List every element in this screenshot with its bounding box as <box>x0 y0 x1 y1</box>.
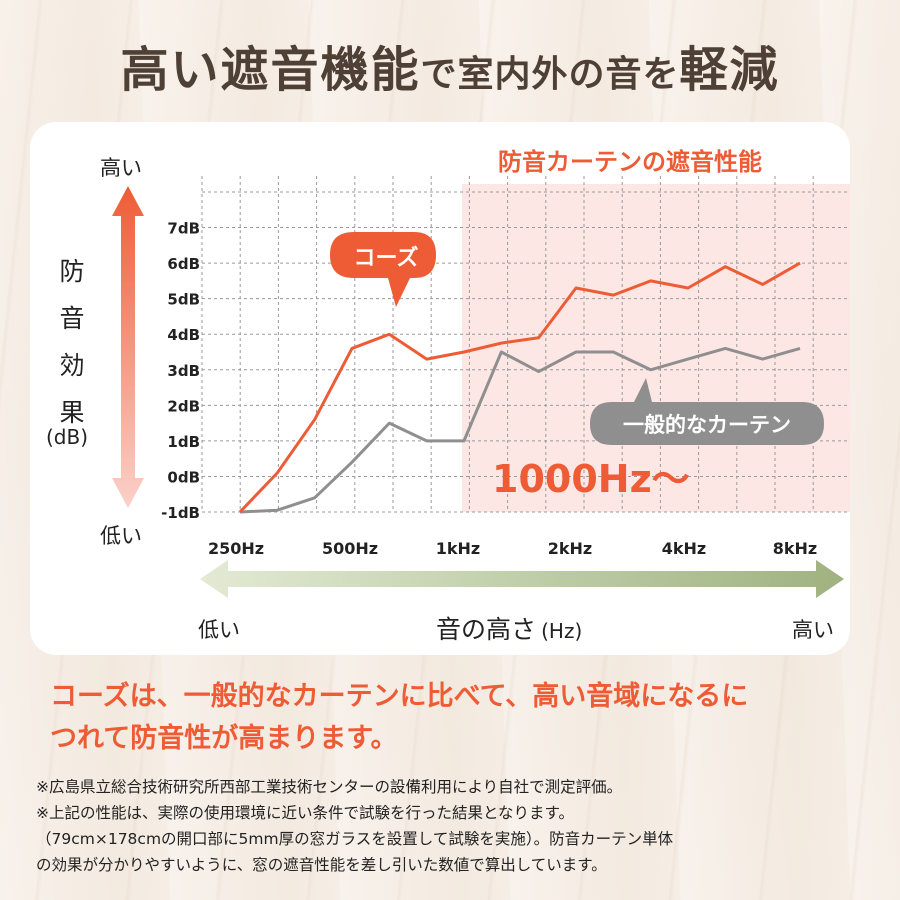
highlight-region <box>462 184 850 512</box>
y-tick-label: 5dB <box>167 291 200 309</box>
callout-general-label: 一般的なカーテン <box>623 413 791 437</box>
y-tick-label: 2dB <box>167 397 200 415</box>
summary-line1: コーズは、一般的なカーテンに比べて、高い音域になるに <box>50 681 749 712</box>
y-low-label: 低い <box>100 524 142 548</box>
y-tick-label: 6dB <box>167 255 200 273</box>
y-tick-label: 3dB <box>167 362 200 380</box>
x-tick-label: 500Hz <box>322 539 378 558</box>
callout-general-bubble <box>590 378 824 445</box>
y-tick-label: 7dB <box>167 220 200 238</box>
summary: コーズは、一般的なカーテンに比べて、高い音域になるに つれて防音性が高まります。 <box>50 676 748 760</box>
footnote-line: ※上記の性能は、実際の使用環境に近い条件で試験を行った結果となります。 <box>36 804 574 822</box>
callout-general: 一般的なカーテン <box>590 378 824 445</box>
x-low-label: 低い <box>198 618 240 642</box>
x-axis-unit: (Hz) <box>541 619 583 643</box>
footnote-line: ※広島県立総合技術研究所西部工業技術センターの設備利用により自社で測定評価。 <box>36 778 623 796</box>
y-axis-title-char: 効 <box>59 351 85 380</box>
highlight-label: 1000Hz〜 <box>492 457 690 501</box>
footnotes: ※広島県立総合技術研究所西部工業技術センターの設備利用により自社で測定評価。 ※… <box>36 774 673 878</box>
x-axis-title: 音の高さ (Hz) <box>436 610 582 646</box>
y-tick-labels: -1dB 0dB 1dB 2dB 3dB 4dB 5dB 6dB 7dB <box>161 220 200 522</box>
x-axis-title-text: 音の高さ <box>436 615 537 644</box>
x-tick-label: 1kHz <box>436 539 480 558</box>
footnote-line: （79cm×178cmの開口部に5mm厚の窓ガラスを設置して試験を実施）。防音カ… <box>36 830 674 848</box>
callout-koze: コーズ <box>330 232 436 307</box>
y-tick-label: -1dB <box>161 504 200 522</box>
y-axis-unit: (dB) <box>46 425 89 449</box>
callout-koze-bubble <box>330 232 436 307</box>
callout-koze-label: コーズ <box>354 245 419 271</box>
headline: 高い遮音機能で室内外の音を軽減 <box>0 30 900 100</box>
series-line-koze <box>238 261 801 514</box>
x-axis-arrow <box>200 560 844 598</box>
y-tick-label: 4dB <box>167 326 200 344</box>
x-high-label: 高い <box>792 618 834 642</box>
y-axis-arrow <box>112 186 144 508</box>
y-tick-label: 0dB <box>167 468 200 486</box>
headline-part3: 軽減 <box>679 42 780 98</box>
x-tick-label: 4kHz <box>662 539 706 558</box>
x-tick-labels: 250Hz 500Hz 1kHz 2kHz 4kHz 8kHz <box>208 539 817 558</box>
highlight-title: 防音カーテンの遮音性能 <box>498 148 762 176</box>
x-tick-label: 2kHz <box>548 539 592 558</box>
chart-lines <box>238 261 801 514</box>
footnote-line: の効果が分かりやすいように、窓の遮音性能を差し引いた数値で算出しています。 <box>36 856 607 874</box>
y-axis-title-char: 音 <box>59 304 85 333</box>
y-high-label: 高い <box>100 156 142 180</box>
y-axis-title: 防 音 効 果 <box>52 248 92 436</box>
y-tick-label: 1dB <box>167 433 200 451</box>
series-line-general-curtain <box>239 346 801 514</box>
headline-part2: で室内外の音を <box>420 53 680 95</box>
headline-part1: 高い遮音機能 <box>120 42 421 98</box>
x-tick-label: 250Hz <box>208 539 264 558</box>
y-axis-title-char: 防 <box>59 257 85 286</box>
summary-line2: つれて防音性が高まります。 <box>50 723 398 754</box>
y-axis-title-char: 果 <box>59 398 85 427</box>
x-tick-label: 8kHz <box>773 539 817 558</box>
line-chart: -1dB 0dB 1dB 2dB 3dB 4dB 5dB 6dB 7dB 250Hz 500Hz 1… <box>161 176 850 558</box>
